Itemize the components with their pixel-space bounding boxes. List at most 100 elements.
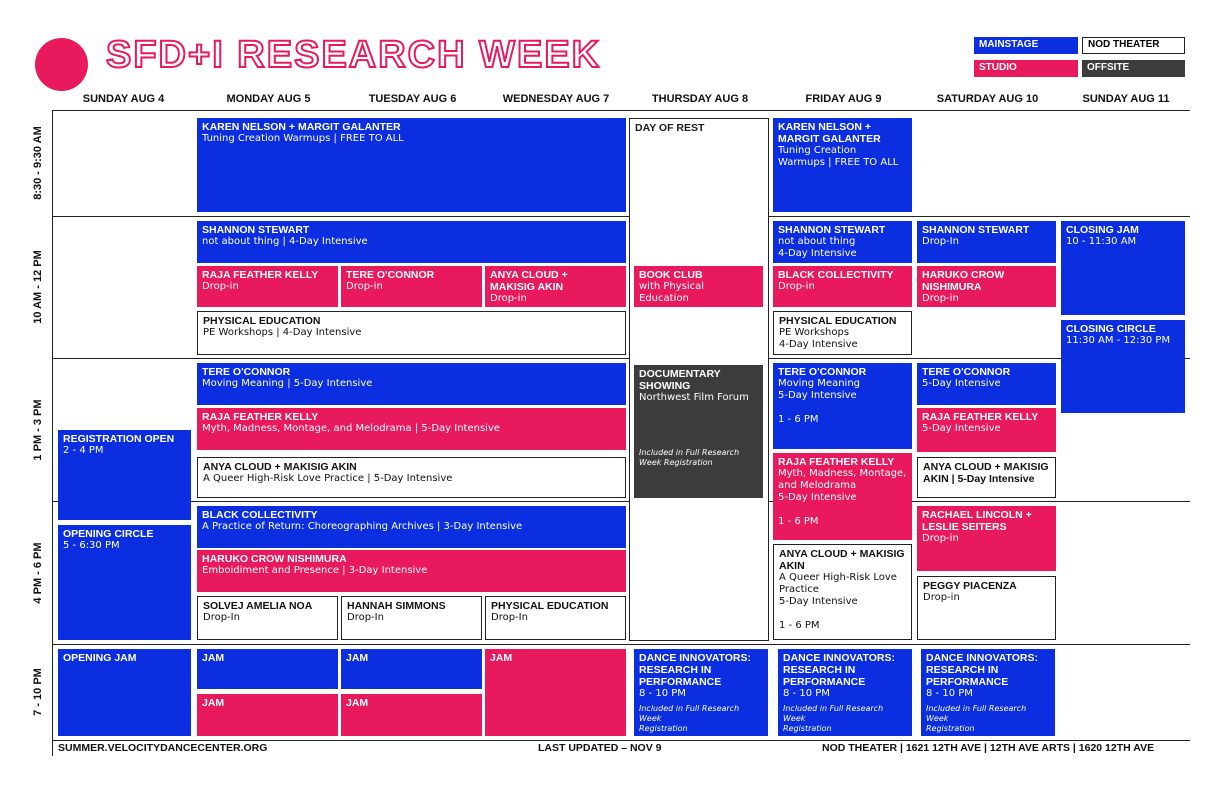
- event-documentary-showing[interactable]: DOCUMENTARY SHOWING Northwest Film Forum…: [634, 365, 763, 498]
- event-raja-feather-kelly-sat[interactable]: RAJA FEATHER KELLY 5-Day Intensive: [917, 408, 1056, 452]
- event-subtitle: PE Workshops 4-Day Intensive: [779, 327, 858, 350]
- page-title: SFD+I RESEARCH WEEK: [105, 33, 602, 77]
- event-black-collectivity-fri[interactable]: BLACK COLLECTIVITY Drop-in: [773, 266, 912, 307]
- event-anya-makisig-wed[interactable]: ANYA CLOUD + MAKISIG AKIN Drop-in: [485, 266, 626, 307]
- event-closing-jam[interactable]: CLOSING JAM 10 - 11:30 AM: [1061, 221, 1185, 315]
- event-shannon-stewart-fri[interactable]: SHANNON STEWART not about thing 4-Day In…: [773, 221, 912, 263]
- event-tere-oconnor-fri[interactable]: TERE O'CONNOR Moving Meaning 5-Day Inten…: [773, 363, 912, 449]
- event-haruko-sat[interactable]: HARUKO CROW NISHIMURA Drop-in: [917, 266, 1056, 307]
- event-subtitle: Drop-In: [203, 612, 240, 623]
- time-label: 7 - 10 PM: [32, 668, 44, 716]
- event-title: HANNAH SIMMONS: [347, 600, 446, 612]
- grid-line: [52, 110, 53, 756]
- event-dance-innovators-thu[interactable]: DANCE INNOVATORS: RESEARCH IN PERFORMANC…: [634, 649, 768, 736]
- grid-line: [52, 501, 1190, 502]
- event-title: PHYSICAL EDUCATION: [779, 315, 897, 327]
- event-title: OPENING CIRCLE: [63, 528, 154, 540]
- event-jam[interactable]: JAM: [485, 649, 626, 736]
- event-title: JAM: [346, 652, 369, 664]
- event-tere-oconnor-tue[interactable]: TERE O'CONNOR Drop-in: [341, 266, 482, 307]
- event-peggy-piacenza-sat[interactable]: PEGGY PIACENZA Drop-in: [917, 576, 1056, 640]
- event-title: ANYA CLOUD + MAKISIG AKIN: [779, 548, 905, 572]
- event-subtitle: Drop-In: [922, 236, 959, 247]
- event-jam[interactable]: JAM: [197, 694, 338, 736]
- event-note: Included in Full Research Week Registrat…: [783, 704, 884, 733]
- event-tere-oconnor-sat[interactable]: TERE O'CONNOR 5-Day Intensive: [917, 363, 1056, 405]
- event-karen-margit-fri[interactable]: KAREN NELSON + MARGIT GALANTER Tuning Cr…: [773, 118, 912, 212]
- event-subtitle: Myth, Madness, Montage, and Melodrama 5-…: [778, 468, 907, 503]
- event-subtitle: 5 - 6:30 PM: [63, 540, 120, 551]
- event-title: RAJA FEATHER KELLY: [922, 411, 1039, 423]
- event-title: TERE O'CONNOR: [202, 366, 291, 378]
- event-subtitle: A Queer High-Risk Love Practice | 5-Day …: [203, 473, 453, 484]
- event-time: 1 - 6 PM: [778, 516, 819, 527]
- event-opening-circle[interactable]: OPENING CIRCLE 5 - 6:30 PM: [58, 525, 191, 640]
- event-title: HARUKO CROW NISHIMURA: [922, 269, 1005, 293]
- event-registration-open[interactable]: REGISTRATION OPEN 2 - 4 PM: [58, 430, 191, 520]
- event-title: RACHAEL LINCOLN + LESLIE SEITERS: [922, 509, 1032, 533]
- event-subtitle: with Physical Education: [639, 281, 705, 304]
- event-anya-makisig-mon[interactable]: ANYA CLOUD + MAKISIG AKIN A Queer High-R…: [197, 457, 626, 498]
- event-subtitle: 10 - 11:30 AM: [1066, 236, 1137, 247]
- day-header: MONDAY AUG 5: [226, 93, 311, 105]
- event-jam[interactable]: JAM: [341, 694, 482, 736]
- time-label: 8:30 - 9:30 AM: [32, 126, 44, 200]
- event-anya-makisig-sat[interactable]: ANYA CLOUD + MAKISIG AKIN | 5-Day Intens…: [917, 457, 1056, 498]
- event-title: CLOSING CIRCLE: [1066, 323, 1156, 335]
- event-subtitle: 8 - 10 PM: [639, 688, 686, 699]
- time-label: 4 PM - 6 PM: [32, 541, 44, 604]
- event-anya-makisig-fri[interactable]: ANYA CLOUD + MAKISIG AKIN A Queer High-R…: [773, 544, 912, 640]
- event-black-collectivity-mon[interactable]: BLACK COLLECTIVITY A Practice of Return:…: [197, 506, 626, 548]
- event-title: PEGGY PIACENZA: [923, 580, 1017, 592]
- event-title: DANCE INNOVATORS: RESEARCH IN PERFORMANC…: [926, 652, 1039, 688]
- event-haruko-mon[interactable]: HARUKO CROW NISHIMURA Emboidiment and Pr…: [197, 550, 626, 592]
- grid-line: [52, 740, 1190, 741]
- event-subtitle: 2 - 4 PM: [63, 445, 104, 456]
- event-dance-innovators-fri[interactable]: DANCE INNOVATORS: RESEARCH IN PERFORMANC…: [778, 649, 912, 736]
- event-title: JAM: [202, 652, 225, 664]
- event-subtitle: PE Workshops | 4-Day Intensive: [203, 327, 362, 338]
- event-tere-oconnor-mon[interactable]: TERE O'CONNOR Moving Meaning | 5-Day Int…: [197, 363, 626, 405]
- event-book-club[interactable]: BOOK CLUB with Physical Education: [634, 266, 763, 307]
- event-jam[interactable]: JAM: [341, 649, 482, 689]
- event-physical-education-mon[interactable]: PHYSICAL EDUCATION PE Workshops | 4-Day …: [197, 311, 626, 355]
- event-karen-margit-mon[interactable]: KAREN NELSON + MARGIT GALANTER Tuning Cr…: [197, 118, 626, 212]
- event-subtitle: not about thing 4-Day Intensive: [778, 236, 857, 259]
- event-solvej-amelia-noa[interactable]: SOLVEJ AMELIA NOA Drop-In: [197, 596, 338, 640]
- event-jam[interactable]: JAM: [197, 649, 338, 689]
- event-title: RAJA FEATHER KELLY: [202, 411, 319, 423]
- event-note: Included in Full Research Week Registrat…: [926, 704, 1027, 733]
- event-rachael-leslie-sat[interactable]: RACHAEL LINCOLN + LESLIE SEITERS Drop-in: [917, 506, 1056, 571]
- event-title: TERE O'CONNOR: [778, 366, 867, 378]
- event-subtitle: Tuning Creation Warmups | FREE TO ALL: [202, 133, 404, 144]
- footer-url[interactable]: SUMMER.VELOCITYDANCECENTER.ORG: [58, 742, 268, 754]
- event-shannon-stewart-sat[interactable]: SHANNON STEWART Drop-In: [917, 221, 1056, 263]
- grid-line: [52, 110, 1190, 111]
- event-opening-jam[interactable]: OPENING JAM: [58, 649, 191, 736]
- event-title: RAJA FEATHER KELLY: [202, 269, 319, 281]
- event-title: DOCUMENTARY SHOWING: [639, 368, 721, 392]
- event-title: BLACK COLLECTIVITY: [778, 269, 894, 281]
- event-shannon-stewart-mon[interactable]: SHANNON STEWART not about thing | 4-Day …: [197, 221, 626, 263]
- day-header: TUESDAY AUG 6: [368, 93, 457, 105]
- event-subtitle: Drop-in: [202, 281, 239, 292]
- legend-mainstage: MAINSTAGE: [974, 37, 1078, 54]
- event-subtitle: Drop-in: [923, 592, 960, 603]
- event-physical-education-fri[interactable]: PHYSICAL EDUCATION PE Workshops 4-Day In…: [773, 311, 912, 355]
- time-label: 1 PM - 3 PM: [32, 398, 44, 461]
- event-raja-feather-kelly-mon[interactable]: RAJA FEATHER KELLY Drop-in: [197, 266, 338, 307]
- event-time: 1 - 6 PM: [778, 414, 819, 425]
- event-physical-education-wed[interactable]: PHYSICAL EDUCATION Drop-In: [485, 596, 626, 640]
- event-title: HARUKO CROW NISHIMURA: [202, 553, 347, 565]
- event-subtitle: not about thing | 4-Day Intensive: [202, 236, 368, 247]
- event-subtitle: Northwest Film Forum: [639, 392, 749, 403]
- day-header: SUNDAY AUG 11: [1082, 93, 1170, 105]
- event-closing-circle[interactable]: CLOSING CIRCLE 11:30 AM - 12:30 PM: [1061, 320, 1185, 413]
- event-raja-feather-kelly-fri[interactable]: RAJA FEATHER KELLY Myth, Madness, Montag…: [773, 453, 912, 540]
- day-header: WEDNESDAY AUG 7: [502, 93, 610, 105]
- event-title: KAREN NELSON + MARGIT GALANTER: [778, 121, 881, 145]
- event-title: JAM: [490, 652, 513, 664]
- event-hannah-simmons[interactable]: HANNAH SIMMONS Drop-In: [341, 596, 482, 640]
- event-raja-feather-kelly-intensive[interactable]: RAJA FEATHER KELLY Myth, Madness, Montag…: [197, 408, 626, 450]
- event-dance-innovators-sat[interactable]: DANCE INNOVATORS: RESEARCH IN PERFORMANC…: [921, 649, 1055, 736]
